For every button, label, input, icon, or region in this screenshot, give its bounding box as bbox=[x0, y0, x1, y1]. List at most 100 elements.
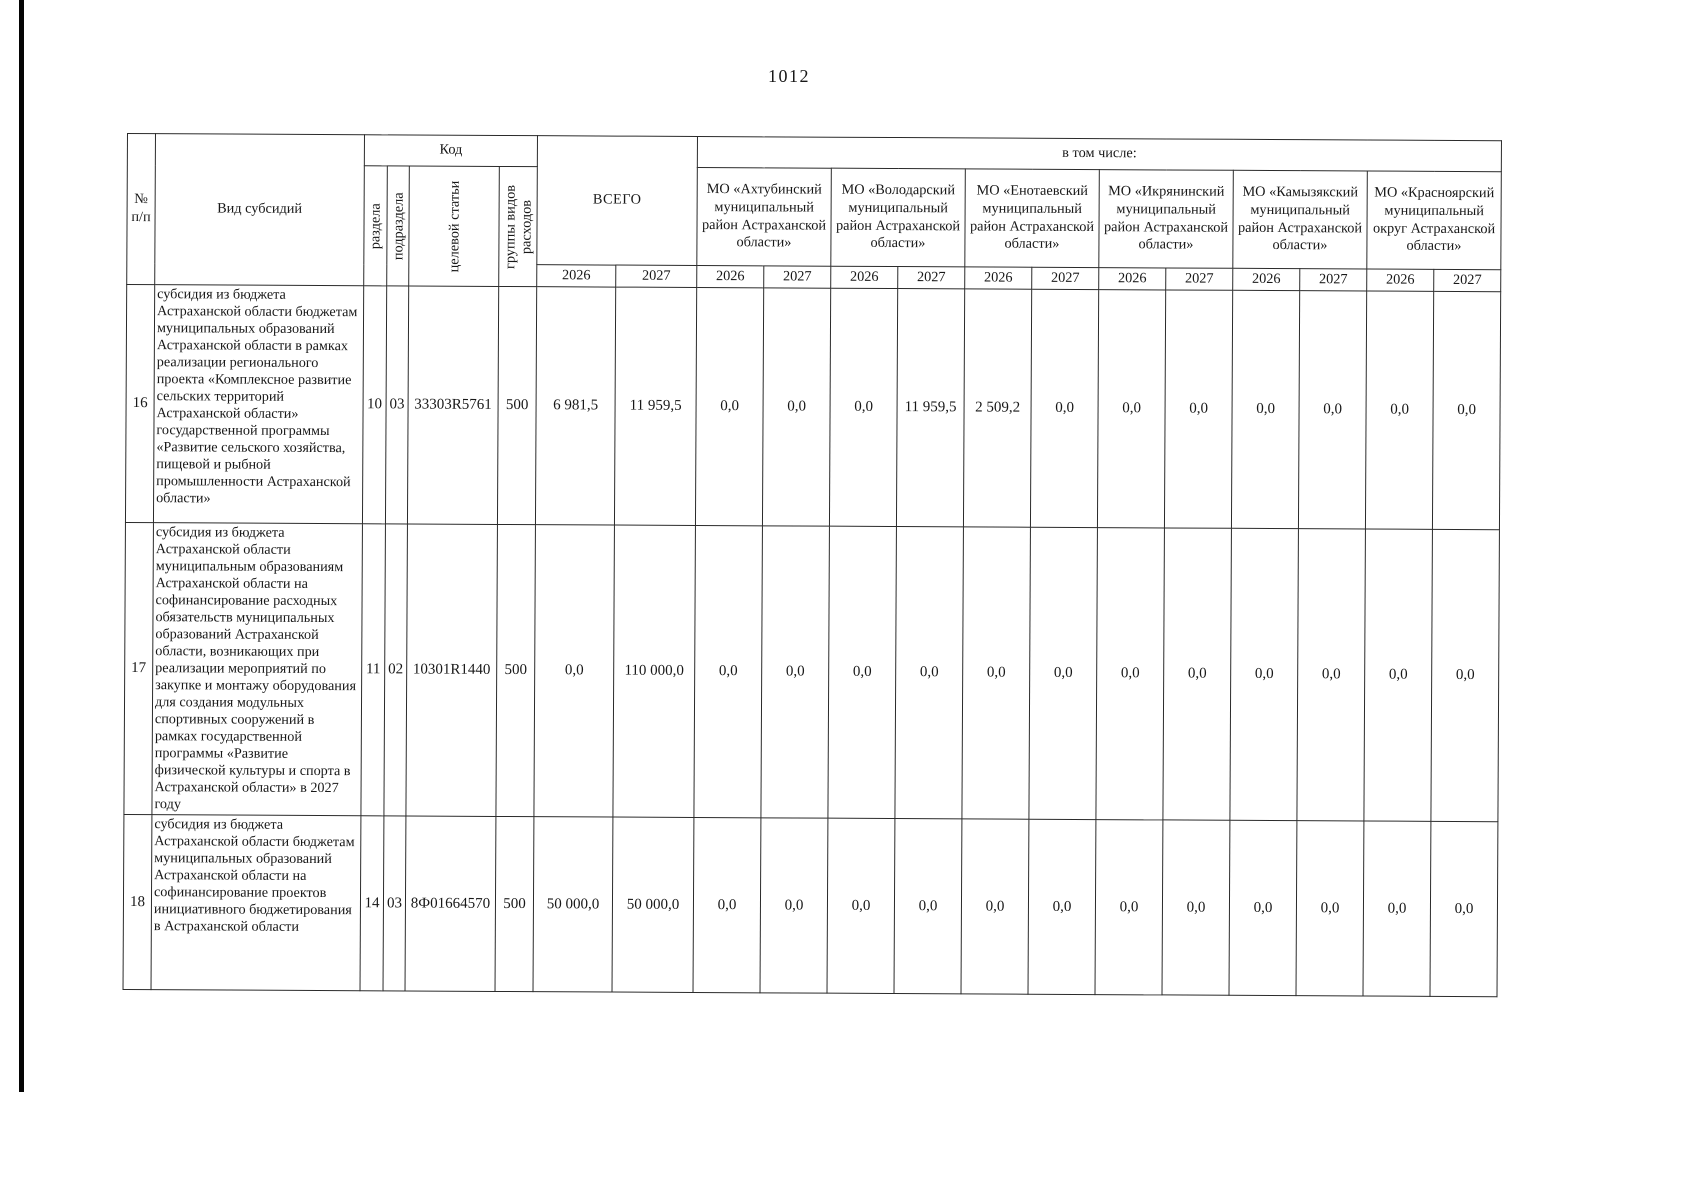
code-razdel: 14 bbox=[360, 815, 384, 991]
year-header: 2027 bbox=[763, 265, 831, 289]
year-header: 2026 bbox=[696, 265, 764, 288]
header-mo-kamyzyaksky: МО «Камызякский муниципальный район Астр… bbox=[1232, 170, 1368, 269]
year-header: 2027 bbox=[1299, 268, 1367, 291]
cell-value: 0,0 bbox=[894, 526, 964, 819]
header-code-group: Код bbox=[364, 134, 538, 167]
header-mo-akhtubinsky: МО «Ахтубинский муниципальный район Астр… bbox=[696, 167, 832, 267]
cell-value: 0,0 bbox=[1229, 820, 1297, 996]
code-expense-group: 500 bbox=[495, 816, 534, 992]
cell-value: 0,0 bbox=[1164, 289, 1233, 529]
header-mo-enotaevsky: МО «Енотаевский муниципальный район Астр… bbox=[964, 168, 1100, 268]
cell-value: 0,0 bbox=[1430, 821, 1498, 997]
row-number: 16 bbox=[125, 284, 155, 523]
binding-edge-line bbox=[19, 0, 24, 1092]
cell-value: 2 509,2 bbox=[963, 288, 1032, 528]
vertical-label: группы видов расходов bbox=[501, 184, 535, 269]
year-header: 2026 bbox=[536, 264, 616, 288]
cell-value: 0,0 bbox=[1162, 527, 1232, 821]
year-header: 2027 bbox=[897, 266, 965, 289]
cell-value: 6 981,5 bbox=[535, 286, 616, 526]
cell-value: 0,0 bbox=[1365, 290, 1434, 530]
header-code-target-article: целевой статьи bbox=[408, 165, 500, 287]
table-row-17: 17 субсидия из бюджета Астраханской обла… bbox=[123, 522, 1500, 822]
cell-value: 50 000,0 bbox=[533, 816, 613, 993]
cell-value: 0,0 bbox=[693, 525, 763, 818]
cell-value: 0,0 bbox=[1095, 819, 1163, 995]
year-header: 2026 bbox=[1098, 267, 1166, 290]
year-header: 2026 bbox=[964, 266, 1032, 290]
header-code-podrazdel: подраздела bbox=[386, 165, 410, 286]
header-code-expense-group: группы видов расходов bbox=[498, 166, 538, 287]
header-mo-ikryaninsky: МО «Икрянинский муниципальный район Астр… bbox=[1098, 169, 1234, 269]
cell-value: 0,0 bbox=[1231, 290, 1300, 529]
cell-value: 0,0 bbox=[1430, 529, 1500, 822]
subsidies-distribution-table: № п/п Вид субсидий Код ВСЕГО в том числе… bbox=[123, 133, 1503, 997]
code-podrazdel: 02 bbox=[383, 523, 408, 816]
year-header: 2026 bbox=[1232, 268, 1300, 291]
cell-value: 0,0 bbox=[1296, 820, 1364, 996]
header-mo-volodarsky: МО «Володарский муниципальный район Астр… bbox=[830, 168, 966, 267]
code-podrazdel: 03 bbox=[385, 285, 409, 524]
cell-value: 0,0 bbox=[760, 525, 830, 819]
cell-value: 0,0 bbox=[533, 524, 615, 818]
code-podrazdel: 03 bbox=[383, 815, 406, 991]
cell-value: 0,0 bbox=[695, 287, 764, 526]
code-target-article: 8Ф01664570 bbox=[405, 815, 496, 992]
table-row-16: 16 субсидия из бюджета Астраханской обла… bbox=[125, 284, 1501, 530]
subsidy-description: субсидия из бюджета Астраханской области… bbox=[153, 284, 364, 524]
subsidy-description: субсидия из бюджета Астраханской области… bbox=[151, 814, 361, 991]
code-razdel: 11 bbox=[360, 523, 386, 816]
year-header: 2027 bbox=[1031, 267, 1099, 290]
cell-value: 11 959,5 bbox=[614, 287, 697, 526]
header-row-top: № п/п Вид субсидий Код ВСЕГО в том числе… bbox=[126, 133, 1502, 286]
cell-value: 50 000,0 bbox=[612, 817, 694, 993]
code-razdel: 10 bbox=[362, 285, 387, 524]
code-expense-group: 500 bbox=[495, 524, 536, 817]
cell-value: 0,0 bbox=[1030, 289, 1099, 528]
row-number: 17 bbox=[123, 522, 154, 815]
cell-value: 0,0 bbox=[1028, 527, 1098, 820]
header-total: ВСЕГО bbox=[536, 135, 698, 266]
header-including: в том числе: bbox=[697, 136, 1502, 172]
code-target-article: 33303R5761 bbox=[407, 285, 499, 525]
code-target-article: 10301R1440 bbox=[405, 523, 498, 817]
header-subsidy-type: Вид субсидий bbox=[154, 133, 365, 286]
cell-value: 0,0 bbox=[1162, 819, 1230, 996]
header-num: № п/п bbox=[126, 133, 156, 285]
header-code-razdel: раздела bbox=[363, 165, 388, 286]
year-header: 2027 bbox=[615, 265, 697, 288]
row-number: 18 bbox=[123, 814, 152, 990]
cell-value: 0,0 bbox=[1296, 528, 1366, 821]
year-header: 2026 bbox=[830, 266, 898, 289]
year-header: 2027 bbox=[1433, 269, 1501, 292]
cell-value: 0,0 bbox=[1028, 819, 1096, 995]
cell-value: 11 959,5 bbox=[896, 288, 965, 527]
subsidy-description: субсидия из бюджета Астраханской области… bbox=[151, 522, 363, 816]
cell-value: 0,0 bbox=[693, 817, 761, 993]
cell-value: 0,0 bbox=[1432, 291, 1501, 530]
cell-value: 110 000,0 bbox=[612, 525, 696, 818]
cell-value: 0,0 bbox=[760, 817, 828, 994]
cell-value: 0,0 bbox=[1095, 527, 1165, 820]
cell-value: 0,0 bbox=[762, 287, 831, 527]
code-expense-group: 500 bbox=[497, 286, 537, 525]
cell-value: 0,0 bbox=[1229, 528, 1299, 821]
year-header: 2027 bbox=[1165, 267, 1233, 291]
year-header: 2026 bbox=[1366, 268, 1434, 292]
page-number: 1012 bbox=[768, 66, 810, 86]
cell-value: 0,0 bbox=[1363, 528, 1433, 822]
cell-value: 0,0 bbox=[1298, 290, 1367, 529]
table-row-18: 18 субсидия из бюджета Астраханской обла… bbox=[123, 814, 1498, 997]
cell-value: 0,0 bbox=[827, 526, 897, 819]
cell-value: 0,0 bbox=[827, 818, 895, 994]
header-mo-krasnoyarsky: МО «Красноярский муниципальный округ Аст… bbox=[1366, 170, 1502, 270]
cell-value: 0,0 bbox=[1363, 820, 1431, 997]
vertical-label: целевой статьи bbox=[445, 180, 463, 273]
cell-value: 0,0 bbox=[961, 526, 1031, 820]
vertical-label: подраздела bbox=[389, 192, 407, 260]
cell-value: 0,0 bbox=[961, 818, 1029, 995]
vertical-label: раздела bbox=[367, 202, 384, 249]
cell-value: 0,0 bbox=[1097, 289, 1166, 528]
cell-value: 0,0 bbox=[829, 288, 898, 527]
